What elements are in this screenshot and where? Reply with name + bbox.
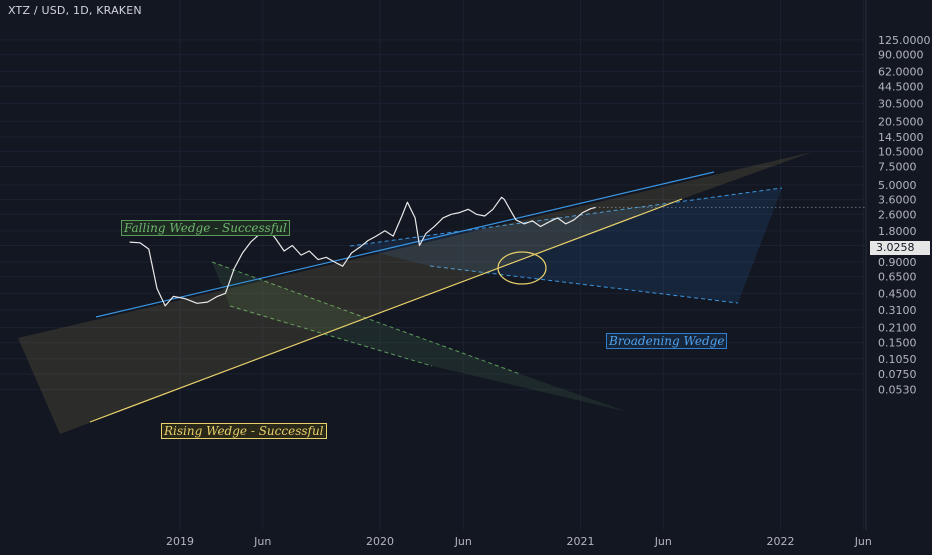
x-tick-label: 2022 [767, 535, 795, 548]
y-tick-label: 7.5000 [878, 161, 917, 174]
price-line [129, 196, 596, 307]
y-tick-label: 3.6000 [878, 194, 917, 207]
y-tick-label: 0.6500 [878, 271, 917, 284]
y-tick-label: 1.8000 [878, 225, 917, 238]
y-axis: 125.0000 90.0000 62.0000 44.5000 30.5000 20.5… [878, 34, 931, 397]
grid [0, 0, 867, 530]
y-tick-label: 0.0530 [878, 384, 917, 397]
broadening-wedge-upper-line[interactable] [349, 187, 783, 247]
y-tick-label: 0.2100 [878, 322, 917, 335]
y-tick-label: 14.5000 [878, 131, 924, 144]
rising-wedge-label[interactable]: Rising Wedge - Successful [161, 423, 327, 439]
x-tick-label: Jun [253, 535, 271, 548]
broadening-wedge-label[interactable]: Broadening Wedge [606, 333, 728, 349]
y-tick-label: 10.5000 [878, 145, 924, 158]
rising-wedge-lower-line[interactable] [89, 198, 683, 423]
x-tick-label: 2020 [366, 535, 394, 548]
y-tick-label: 5.0000 [878, 179, 917, 192]
broadening-wedge-lower-line[interactable] [429, 265, 739, 304]
x-tick-label: 2021 [567, 535, 595, 548]
last-price-tag: 3.0258 [870, 241, 930, 255]
y-tick-label: 125.0000 [878, 34, 931, 47]
symbol-title: XTZ / USD, 1D, KRAKEN [8, 4, 142, 17]
rising-wedge-fill[interactable] [18, 152, 812, 434]
y-tick-label: 0.4500 [878, 287, 917, 300]
broadening-wedge-fill[interactable] [350, 188, 782, 303]
y-tick-label: 30.5000 [878, 97, 924, 110]
y-tick-label: 0.1500 [878, 337, 917, 350]
x-tick-label: Jun [454, 535, 472, 548]
y-tick-label: 0.1050 [878, 353, 917, 366]
y-tick-label: 2.6000 [878, 208, 917, 221]
breakdown-circle[interactable] [497, 251, 547, 285]
rising-wedge-upper-line[interactable] [95, 171, 715, 318]
x-tick-label: 2019 [166, 535, 194, 548]
falling-wedge-label[interactable]: Falling Wedge - Successful [121, 220, 290, 236]
x-tick-label: Jun [854, 535, 872, 548]
y-tick-label: 20.5000 [878, 115, 924, 128]
y-tick-label: 44.5000 [878, 80, 924, 93]
drawings [18, 152, 812, 434]
y-tick-label: 0.3100 [878, 304, 917, 317]
y-tick-label: 90.0000 [878, 49, 924, 62]
y-tick-label: 62.0000 [878, 65, 924, 78]
x-axis: 2019 Jun 2020 Jun 2021 Jun 2022 Jun [166, 535, 872, 548]
y-tick-label: 0.9000 [878, 256, 917, 269]
falling-wedge-lower-line[interactable] [229, 305, 433, 367]
x-tick-label: Jun [654, 535, 672, 548]
y-tick-label: 0.0750 [878, 368, 917, 381]
